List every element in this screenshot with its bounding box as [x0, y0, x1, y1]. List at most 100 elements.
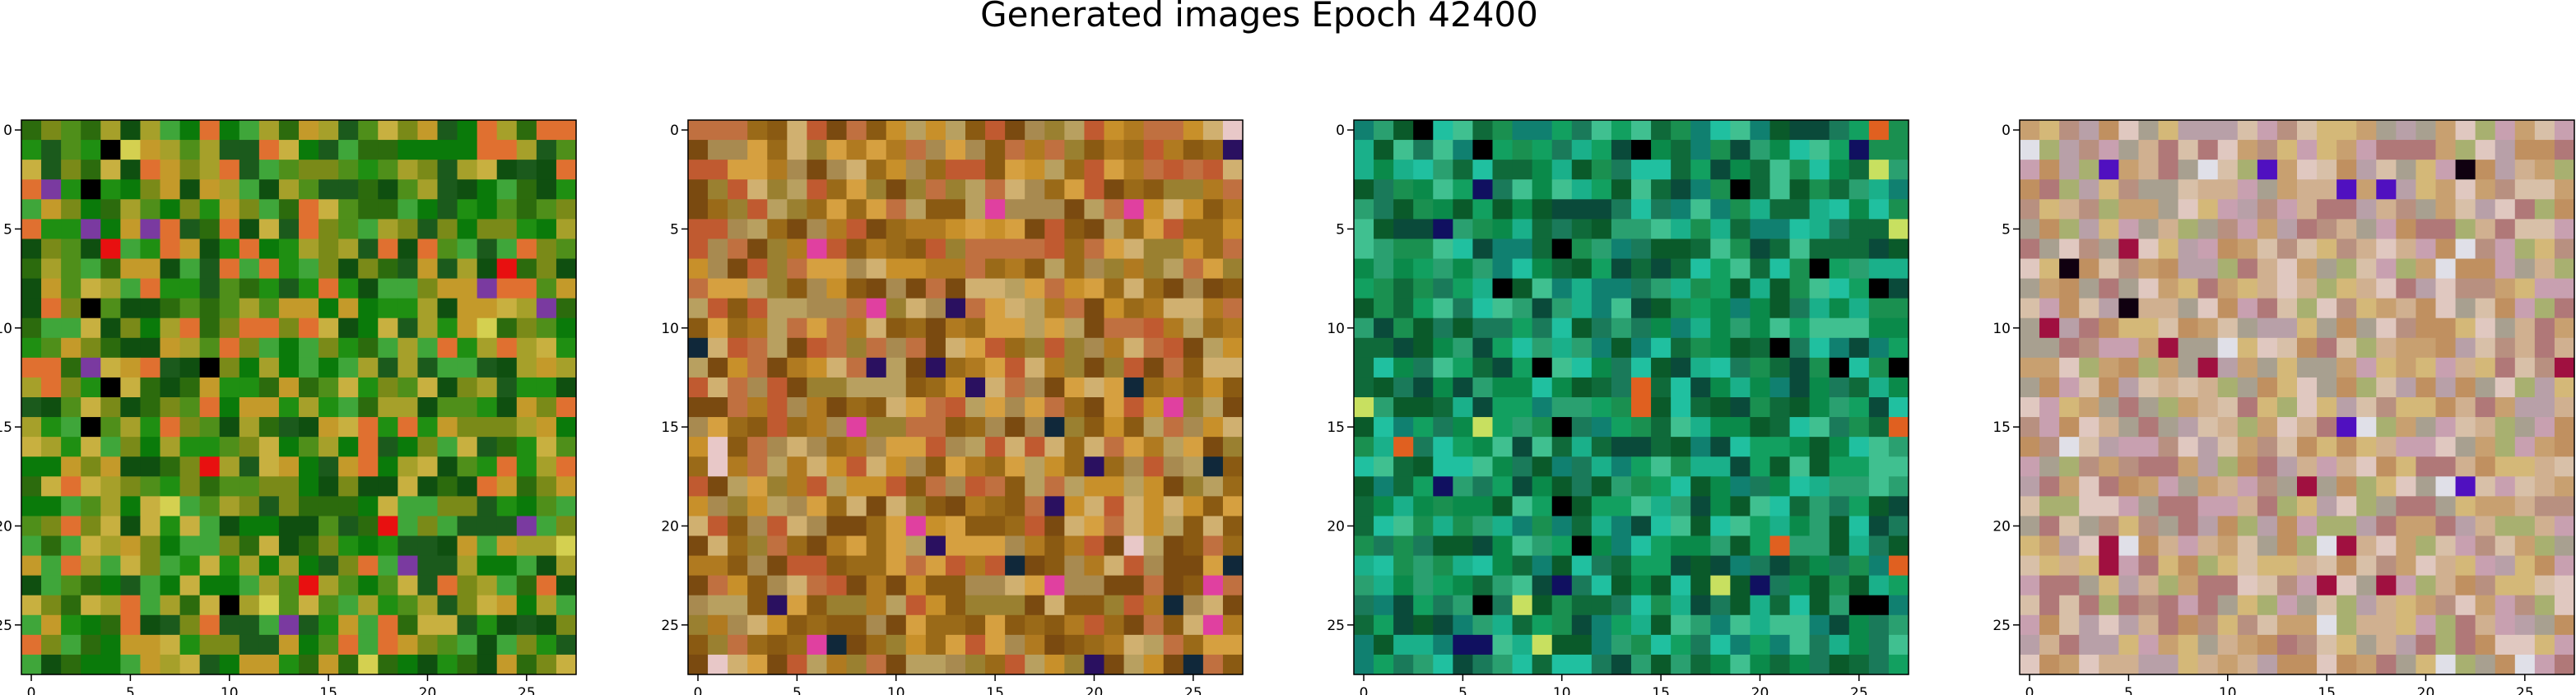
pixel-cell — [1005, 258, 1025, 280]
pixel-cell — [41, 575, 62, 596]
pixel-cell — [2020, 496, 2040, 517]
pixel-cell — [2514, 496, 2536, 517]
pixel-cell — [2455, 634, 2476, 656]
pixel-cell — [258, 535, 280, 557]
pixel-cell — [338, 456, 359, 477]
pixel-cell — [1690, 535, 1711, 557]
pixel-cell — [2099, 357, 2119, 378]
pixel-cell — [767, 179, 788, 200]
pixel-cell — [708, 199, 728, 220]
pixel-cell — [556, 239, 577, 260]
pixel-cell — [120, 120, 142, 141]
pixel-cell — [160, 120, 181, 141]
pixel-cell — [2178, 239, 2199, 260]
pixel-cell — [278, 199, 300, 220]
pixel-cell — [219, 160, 240, 180]
panel-frame — [2019, 119, 2575, 675]
pixel-cell — [2514, 219, 2536, 240]
pixel-cell — [299, 179, 319, 200]
pixel-cell — [2178, 160, 2199, 180]
pixel-cell — [2554, 337, 2575, 359]
pixel-cell — [1492, 140, 1514, 160]
pixel-cell — [358, 239, 379, 260]
pixel-cell — [278, 555, 300, 577]
pixel-cell — [1183, 555, 1204, 577]
pixel-cell — [81, 516, 101, 537]
pixel-cell — [2099, 278, 2119, 299]
pixel-cell — [61, 219, 81, 240]
pixel-cell — [81, 317, 101, 339]
pixel-cell — [1769, 417, 1791, 438]
pixel-cell — [1393, 120, 1414, 141]
pixel-cell — [2455, 258, 2476, 280]
pixel-cell — [496, 634, 518, 656]
pixel-cell — [2297, 278, 2318, 299]
pixel-cell — [1571, 298, 1593, 319]
pixel-cell — [2396, 160, 2417, 180]
pixel-cell — [1551, 397, 1573, 418]
pixel-cell — [338, 614, 359, 636]
pixel-cell — [160, 357, 181, 378]
pixel-cell — [807, 120, 828, 141]
pixel-cell — [1551, 317, 1573, 339]
pixel-cell — [299, 437, 319, 457]
pixel-cell — [2475, 160, 2496, 180]
pixel-cell — [179, 575, 201, 596]
pixel-cell — [886, 476, 907, 497]
pixel-cell — [1809, 437, 1830, 457]
pixel-cell — [199, 298, 221, 319]
pixel-cell — [239, 476, 260, 497]
pixel-cell — [1413, 516, 1434, 537]
pixel-cell — [160, 575, 181, 596]
pixel-cell — [2197, 496, 2219, 517]
pixel-cell — [2297, 298, 2318, 319]
pixel-cell — [1868, 595, 1890, 616]
pixel-cell — [2237, 437, 2258, 457]
pixel-cell — [2138, 397, 2160, 418]
pixel-cell — [2297, 397, 2318, 418]
pixel-cell — [1064, 317, 1086, 339]
pixel-cell — [319, 397, 339, 418]
pixel-cell — [1374, 278, 1394, 299]
pixel-cell — [1104, 357, 1125, 378]
pixel-cell — [1532, 298, 1553, 319]
pixel-cell — [708, 496, 728, 517]
pixel-cell — [1532, 535, 1553, 557]
pixel-cell — [299, 654, 319, 675]
pixel-cell — [2416, 179, 2437, 200]
pixel-cell — [747, 160, 768, 180]
pixel-cell — [417, 337, 439, 359]
pixel-cell — [2099, 555, 2119, 577]
pixel-cell — [41, 160, 62, 180]
pixel-cell — [1104, 437, 1125, 457]
pixel-cell — [846, 437, 867, 457]
pixel-cell — [496, 337, 518, 359]
pixel-cell — [2514, 258, 2536, 280]
pixel-cell — [2297, 476, 2318, 497]
pixel-cell — [1025, 476, 1045, 497]
pixel-cell — [2495, 337, 2516, 359]
pixel-cell — [21, 337, 42, 359]
pixel-cell — [398, 575, 419, 596]
pixel-cell — [925, 120, 946, 141]
pixel-cell — [1084, 437, 1105, 457]
pixel-cell — [2039, 278, 2060, 299]
pixel-cell — [1631, 160, 1652, 180]
pixel-cell — [219, 377, 240, 398]
pixel-cell — [1222, 298, 1244, 319]
pixel-cell — [2020, 317, 2040, 339]
pixel-cell — [1750, 160, 1771, 180]
pixel-cell — [258, 258, 280, 280]
pixel-cell — [2217, 140, 2239, 160]
pixel-cell — [2138, 160, 2160, 180]
pixel-cell — [160, 634, 181, 656]
pixel-cell — [516, 476, 537, 497]
pixel-cell — [1163, 377, 1184, 398]
pixel-cell — [179, 535, 201, 557]
pixel-cell — [905, 417, 927, 438]
pixel-cell — [398, 634, 419, 656]
pixel-cell — [2475, 120, 2496, 141]
x-tick-label: 0 — [27, 685, 36, 695]
pixel-cell — [160, 555, 181, 577]
pixel-cell — [925, 337, 946, 359]
